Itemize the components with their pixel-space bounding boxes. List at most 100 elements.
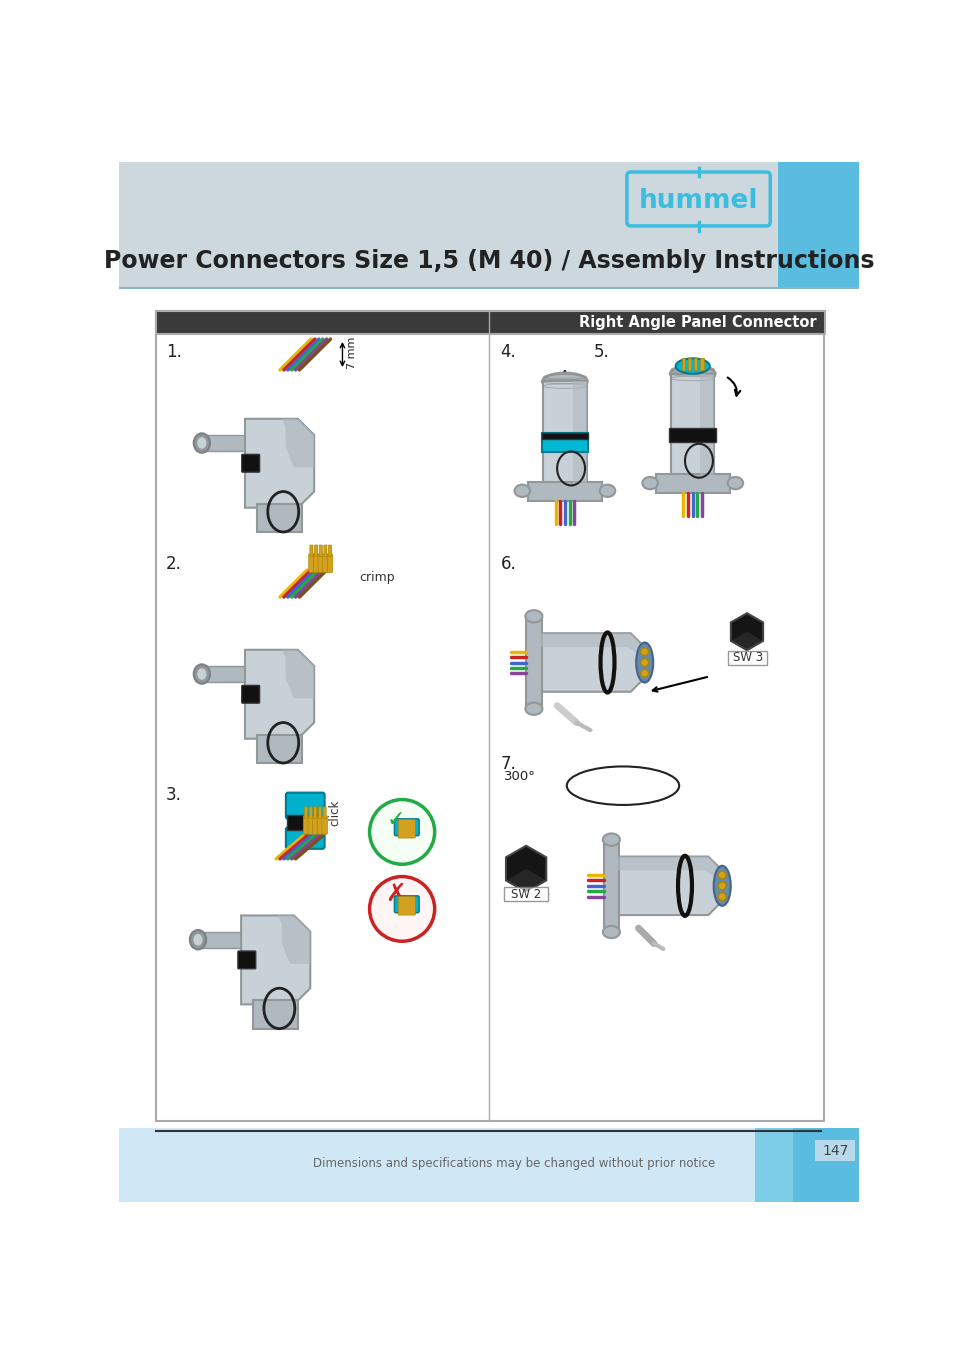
FancyBboxPatch shape (541, 433, 587, 439)
Polygon shape (257, 504, 302, 532)
Ellipse shape (636, 643, 653, 683)
Ellipse shape (193, 433, 210, 452)
Polygon shape (530, 633, 645, 691)
Text: 4.: 4. (500, 343, 516, 360)
FancyBboxPatch shape (303, 815, 309, 834)
Polygon shape (655, 474, 729, 493)
Circle shape (718, 892, 725, 900)
FancyBboxPatch shape (237, 950, 255, 969)
Polygon shape (505, 869, 546, 892)
Ellipse shape (190, 930, 206, 949)
FancyBboxPatch shape (323, 545, 327, 556)
FancyBboxPatch shape (241, 686, 259, 703)
Circle shape (640, 670, 648, 678)
Text: SW 3: SW 3 (732, 652, 762, 664)
Polygon shape (253, 1000, 297, 1029)
Circle shape (369, 876, 435, 941)
Ellipse shape (193, 664, 210, 683)
Polygon shape (607, 856, 723, 915)
Polygon shape (530, 633, 645, 659)
Text: 2.: 2. (166, 555, 181, 572)
Text: 1.: 1. (166, 343, 181, 360)
Bar (754, 1129, 858, 1202)
FancyBboxPatch shape (504, 887, 547, 902)
Polygon shape (527, 482, 601, 501)
Ellipse shape (641, 477, 658, 489)
FancyBboxPatch shape (397, 896, 415, 915)
Text: Right Angle Panel Connector: Right Angle Panel Connector (578, 315, 816, 329)
Bar (156, 310, 823, 333)
Polygon shape (245, 649, 314, 738)
Polygon shape (281, 418, 314, 467)
FancyBboxPatch shape (321, 815, 327, 834)
FancyBboxPatch shape (309, 554, 314, 572)
Polygon shape (245, 418, 314, 508)
FancyBboxPatch shape (317, 554, 323, 572)
Polygon shape (607, 856, 723, 882)
FancyBboxPatch shape (156, 310, 823, 1120)
Bar (119, 289, 858, 1129)
FancyBboxPatch shape (687, 358, 691, 370)
FancyBboxPatch shape (700, 358, 703, 370)
FancyBboxPatch shape (241, 455, 259, 472)
Text: ✓: ✓ (386, 810, 405, 830)
FancyBboxPatch shape (694, 358, 697, 370)
FancyBboxPatch shape (394, 896, 418, 913)
FancyBboxPatch shape (286, 828, 324, 849)
Text: Power Connectors Size 1,5 (M 40) / Assembly Instructions: Power Connectors Size 1,5 (M 40) / Assem… (104, 248, 873, 273)
Circle shape (640, 659, 648, 667)
Polygon shape (572, 382, 586, 486)
FancyBboxPatch shape (322, 554, 328, 572)
Text: 3.: 3. (166, 786, 181, 803)
Polygon shape (603, 844, 618, 929)
Ellipse shape (675, 358, 709, 374)
FancyBboxPatch shape (308, 815, 313, 834)
FancyBboxPatch shape (310, 545, 313, 556)
Text: crimp: crimp (359, 571, 395, 585)
FancyBboxPatch shape (313, 815, 317, 834)
Polygon shape (525, 620, 541, 705)
Polygon shape (277, 915, 310, 964)
FancyBboxPatch shape (328, 545, 332, 556)
Text: Dimensions and specifications may be changed without prior notice: Dimensions and specifications may be cha… (313, 1157, 715, 1169)
Text: 147: 147 (821, 1143, 847, 1158)
Bar (119, 162, 858, 289)
FancyBboxPatch shape (319, 545, 322, 556)
Ellipse shape (542, 373, 587, 390)
Polygon shape (241, 915, 310, 1004)
Polygon shape (700, 374, 714, 478)
Circle shape (718, 882, 725, 890)
Polygon shape (730, 613, 762, 651)
Polygon shape (200, 666, 249, 682)
Bar (286, 815, 323, 830)
Polygon shape (196, 931, 245, 948)
Ellipse shape (602, 926, 619, 938)
FancyBboxPatch shape (541, 433, 587, 452)
Text: 300°: 300° (504, 769, 536, 783)
Bar (778, 162, 858, 301)
FancyBboxPatch shape (323, 807, 326, 818)
Circle shape (718, 871, 725, 879)
FancyBboxPatch shape (327, 554, 333, 572)
FancyBboxPatch shape (304, 807, 307, 818)
Text: ✗: ✗ (385, 882, 406, 906)
FancyBboxPatch shape (318, 807, 321, 818)
Ellipse shape (713, 865, 730, 906)
Circle shape (369, 799, 435, 864)
Polygon shape (542, 382, 586, 486)
Bar (815, 1139, 855, 1161)
FancyBboxPatch shape (309, 807, 312, 818)
Ellipse shape (670, 366, 715, 382)
Ellipse shape (599, 485, 615, 497)
Polygon shape (200, 435, 249, 451)
FancyBboxPatch shape (397, 819, 415, 838)
Bar (793, 1129, 858, 1202)
FancyBboxPatch shape (286, 792, 324, 819)
Ellipse shape (196, 668, 207, 680)
Ellipse shape (525, 702, 542, 716)
Ellipse shape (727, 477, 742, 489)
FancyBboxPatch shape (728, 651, 766, 664)
Ellipse shape (196, 436, 207, 450)
FancyBboxPatch shape (314, 545, 317, 556)
FancyBboxPatch shape (314, 807, 316, 818)
